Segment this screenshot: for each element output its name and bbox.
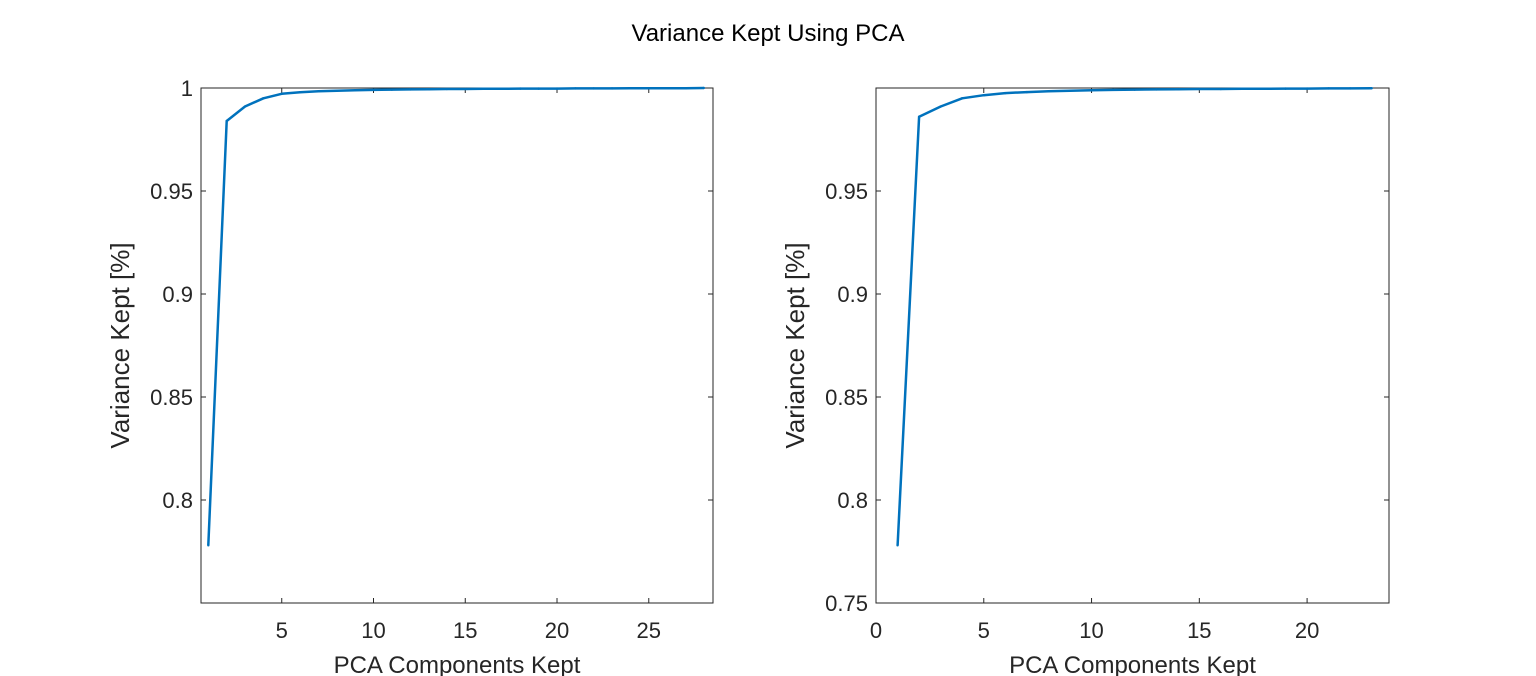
x-axis-label: PCA Components Kept	[334, 652, 581, 676]
data-point	[353, 89, 357, 92]
data-point	[1111, 88, 1115, 92]
x-axis-label: PCA Components Kept	[1009, 652, 1256, 676]
data-point	[1198, 87, 1201, 91]
x-tick-label: 5	[276, 618, 288, 643]
data-point	[702, 86, 706, 90]
right-chart: 0 5 10 15 20 0.75 0.8 0.85 0.9 0.95 PCA Components…	[780, 86, 1390, 676]
data-point	[1284, 87, 1287, 90]
x-tick-label: 20	[545, 618, 569, 643]
data-point	[537, 87, 540, 90]
axes-box	[875, 87, 1390, 604]
data-point	[917, 115, 921, 119]
y-tick-label: 0.85	[825, 385, 868, 410]
data-point	[1047, 90, 1050, 93]
data-point	[225, 119, 228, 123]
data-point	[610, 87, 614, 90]
data-point	[207, 544, 210, 547]
data-point	[647, 87, 650, 90]
data-point	[500, 87, 504, 91]
data-point	[1219, 87, 1223, 91]
data-point	[1349, 87, 1352, 90]
x-tick-label: 10	[1079, 618, 1103, 643]
data-point	[1090, 89, 1093, 92]
x-tick-label: 10	[361, 618, 385, 643]
data-point	[592, 87, 595, 90]
data-point	[519, 87, 522, 90]
y-tick-label: 0.95	[825, 179, 868, 204]
y-tick-label: 0.8	[837, 488, 868, 513]
data-point	[1262, 87, 1266, 91]
data-point	[1176, 88, 1179, 91]
y-tick-label: 0.75	[825, 591, 868, 616]
data-point	[427, 88, 430, 91]
data-point	[1155, 88, 1158, 91]
data-point	[335, 89, 338, 92]
figure-title: Variance Kept Using PCA	[631, 20, 905, 47]
data-point	[1068, 89, 1072, 92]
x-tick-label: 25	[637, 618, 661, 643]
data-point	[1327, 87, 1330, 90]
y-tick-label: 0.85	[150, 385, 193, 410]
x-tick-label: 20	[1295, 618, 1319, 643]
y-tick-label: 1	[181, 76, 193, 101]
data-point	[1370, 87, 1373, 90]
y-tick-label: 0.8	[162, 488, 193, 513]
axes-box	[200, 87, 714, 604]
x-tick-label: 5	[978, 618, 990, 643]
data-point	[372, 88, 375, 92]
data-point	[280, 92, 283, 95]
data-point	[1025, 90, 1029, 94]
data-point	[243, 105, 247, 108]
data-point	[961, 97, 964, 100]
x-tick-label: 0	[870, 618, 882, 643]
data-point	[464, 87, 467, 91]
data-point	[939, 105, 942, 108]
data-point	[982, 94, 985, 97]
data-point	[1133, 88, 1136, 91]
data-point	[1241, 87, 1244, 91]
series-line	[896, 86, 1372, 546]
data-point	[629, 87, 632, 90]
y-tick-label: 0.9	[162, 282, 193, 307]
y-axis-label: Variance Kept [%]	[780, 242, 810, 448]
y-axis-label: Variance Kept [%]	[105, 242, 135, 448]
y-tick-label: 0.95	[150, 179, 193, 204]
data-point	[317, 90, 320, 93]
data-point	[1305, 87, 1309, 90]
data-point	[555, 87, 559, 90]
data-point	[482, 87, 485, 91]
data-point	[1004, 91, 1007, 95]
x-tick-label: 15	[1187, 618, 1211, 643]
left-chart: 5 10 15 20 25 0.8 0.85 0.9 0.95 1 PCA Components K…	[105, 76, 714, 676]
data-point	[665, 87, 669, 90]
data-point	[298, 91, 302, 94]
x-tick-label: 15	[453, 618, 477, 643]
data-point	[684, 87, 687, 90]
data-point	[262, 97, 265, 100]
data-point	[409, 88, 412, 91]
data-point	[896, 544, 899, 547]
y-tick-label: 0.9	[837, 282, 868, 307]
data-point	[574, 87, 577, 90]
data-point	[445, 87, 449, 91]
series-line	[207, 86, 704, 546]
data-point	[390, 88, 394, 91]
